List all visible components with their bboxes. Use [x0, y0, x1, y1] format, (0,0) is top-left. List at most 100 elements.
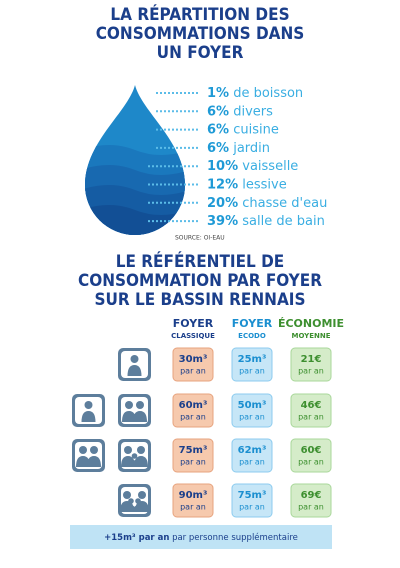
icon-inner — [121, 351, 148, 378]
cell-unit: par an — [298, 458, 324, 467]
cell-value: 75m³ — [179, 445, 208, 456]
footer-highlight: +15m³ par an — [104, 533, 169, 543]
cell-value: 60€ — [301, 445, 322, 456]
label: vaisselle — [242, 159, 298, 174]
cell-unit: par an — [239, 367, 265, 376]
column-header: ECODO — [238, 332, 266, 340]
column-header: MOYENNE — [291, 332, 330, 340]
cell-value: 30m³ — [179, 354, 208, 365]
table-cell — [231, 438, 273, 473]
icon-head — [131, 453, 138, 459]
footer-label: par personne supplémentaire — [172, 532, 298, 543]
icon-head — [124, 446, 132, 454]
cell-value: 75m³ — [238, 490, 267, 501]
column-header: CLASSIQUE — [171, 332, 215, 340]
cell-unit: par an — [298, 367, 324, 376]
title-line: UN FOYER — [157, 43, 244, 63]
table-cell — [172, 347, 214, 382]
percent: 12% — [207, 177, 238, 192]
column-header: FOYER — [173, 317, 214, 330]
cell-value: 25m³ — [238, 354, 267, 365]
cell-value: 21€ — [301, 354, 322, 365]
icon-head — [123, 491, 131, 499]
icon-head — [137, 446, 145, 454]
cell-value: 50m³ — [238, 400, 267, 411]
percent: 20% — [207, 195, 238, 210]
icon-head — [130, 355, 139, 363]
label: salle de bain — [242, 214, 325, 229]
table-cell — [231, 483, 273, 518]
table-cell — [290, 438, 332, 473]
cell-value: 90m³ — [179, 490, 208, 501]
title-line: CONSOMMATIONS DANS — [96, 24, 305, 44]
household-icon — [72, 394, 105, 427]
section-title-line: CONSOMMATION PAR FOYER — [78, 271, 322, 291]
table-cell — [290, 347, 332, 382]
icon-head — [135, 498, 141, 504]
cell-unit: par an — [180, 367, 206, 376]
breakdown-item: 1% de boisson — [207, 86, 303, 101]
footer-text: +15m³ par an par personne supplémentaire — [104, 532, 298, 543]
label: lessive — [242, 177, 286, 192]
cell-unit: par an — [180, 458, 206, 467]
label: de boisson — [233, 86, 303, 101]
title-line: LA RÉPARTITION DES — [110, 3, 289, 25]
cell-unit: par an — [180, 413, 206, 422]
icon-head — [84, 401, 93, 409]
breakdown-item: 39% salle de bain — [207, 214, 325, 229]
table-cell — [231, 347, 273, 382]
percent: 6% — [207, 122, 229, 137]
percent: 10% — [207, 159, 238, 174]
cell-unit: par an — [239, 458, 265, 467]
breakdown-item: 6% jardin — [207, 140, 270, 155]
section-title-line: SUR LE BASSIN RENNAIS — [95, 290, 306, 310]
breakdown-item: 10% vaisselle — [207, 159, 298, 174]
household-icon — [118, 484, 151, 517]
label: chasse d'eau — [242, 195, 327, 210]
column-header: FOYER — [232, 317, 273, 330]
label: divers — [233, 104, 273, 119]
breakdown-item: 6% divers — [207, 104, 273, 119]
icon-body — [81, 411, 96, 422]
percent: 6% — [207, 104, 229, 119]
icon-body — [76, 456, 90, 467]
cell-value: 62m³ — [238, 445, 267, 456]
household-icon — [72, 439, 105, 472]
icon-head — [128, 498, 134, 504]
icon-body — [133, 505, 143, 512]
cell-unit: par an — [239, 503, 265, 512]
table-cell — [290, 483, 332, 518]
table-cell — [172, 438, 214, 473]
table-cell — [231, 393, 273, 428]
icon-body — [122, 411, 136, 422]
column-header: ÉCONOMIE — [278, 317, 344, 330]
section-title-line: LE RÉFÉRENTIEL DE — [116, 250, 284, 272]
water-drop — [85, 85, 185, 235]
label: cuisine — [233, 122, 279, 137]
cell-unit: par an — [298, 503, 324, 512]
cell-unit: par an — [180, 503, 206, 512]
percent: 1% — [207, 86, 229, 101]
icon-body — [133, 411, 147, 422]
footer-bar — [70, 525, 332, 549]
table-cell — [290, 393, 332, 428]
cell-unit: par an — [298, 413, 324, 422]
icon-head — [125, 401, 133, 409]
percent: 39% — [207, 214, 238, 229]
breakdown-item: 6% cuisine — [207, 122, 279, 137]
icon-head — [90, 446, 98, 454]
household-icon — [118, 394, 151, 427]
icon-body — [127, 365, 142, 376]
cell-value: 46€ — [301, 400, 322, 411]
icon-head — [136, 401, 144, 409]
table-cell — [172, 393, 214, 428]
table-cell — [172, 483, 214, 518]
household-icon — [118, 348, 151, 381]
icon-body — [87, 456, 101, 467]
percent: 6% — [207, 140, 229, 155]
icon-inner — [75, 397, 102, 424]
breakdown-item: 12% lessive — [207, 177, 287, 192]
breakdown-item: 20% chasse d'eau — [207, 195, 327, 210]
icon-head — [138, 491, 146, 499]
